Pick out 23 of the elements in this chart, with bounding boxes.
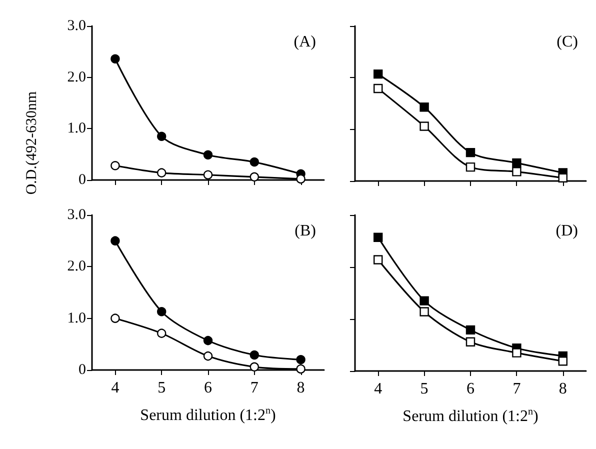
x-tick-label: 6	[204, 380, 212, 396]
y-tick-label: 1.0	[67, 310, 86, 326]
x-tick-label: 7	[512, 380, 521, 398]
x-tick-label: 8	[296, 380, 305, 396]
x-tick-label: 4	[374, 380, 382, 398]
x-tick-label: 7	[250, 380, 258, 396]
x-tick-label: 5	[158, 380, 166, 396]
y-axis-title: O.D.(492-630nm	[24, 91, 40, 195]
y-tick-label: 0	[78, 362, 86, 378]
y-tick-label: 2.0	[67, 258, 86, 275]
x-tick-label: 5	[420, 380, 428, 398]
x-tick-label: 4	[111, 380, 120, 396]
y-tick-label: 2.0	[67, 69, 86, 86]
y-tick-label: 0	[78, 172, 86, 188]
x-tick-label: 6	[466, 380, 474, 398]
annotation: (A)	[294, 34, 316, 50]
y-tick-label: 1.0	[67, 120, 86, 137]
annotation: (D)	[556, 222, 578, 240]
annotation: (B)	[294, 222, 316, 240]
y-tick-label: 3.0	[67, 207, 86, 223]
annotation: (C)	[556, 34, 578, 50]
y-tick-label: 3.0	[67, 18, 86, 34]
x-tick-label: 8	[558, 380, 567, 398]
